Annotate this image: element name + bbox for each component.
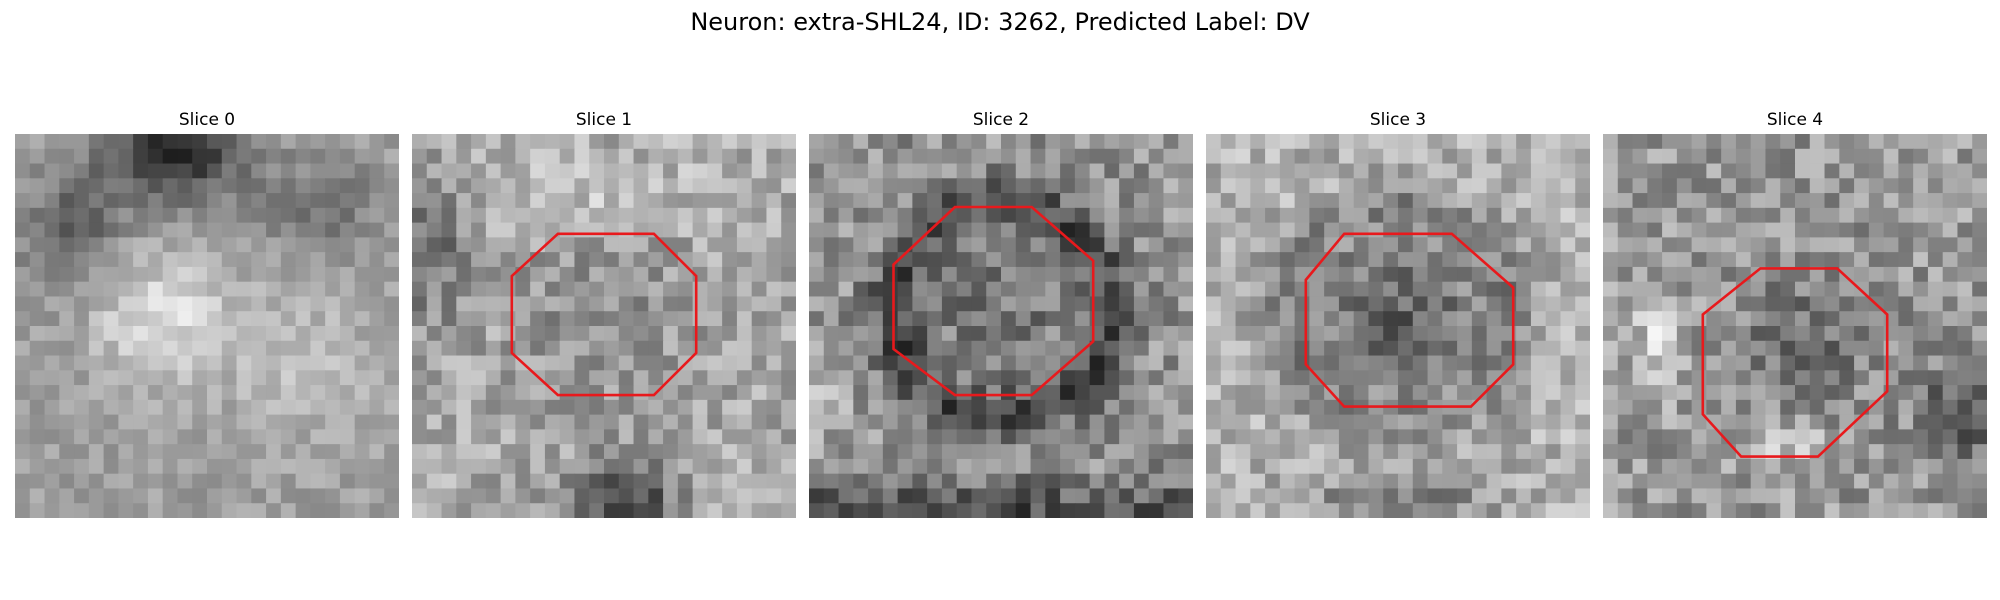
slice-image [809,134,1193,518]
pixel-grid [1603,134,1987,518]
slice-image [412,134,796,518]
pixel-grid [412,134,796,518]
pixel-grid [1206,134,1590,518]
slice-title: Slice 3 [1369,110,1427,130]
roi-outline [510,232,698,397]
slice-image [1603,134,1987,518]
slice-image [1206,134,1590,518]
roi-outline [1304,232,1515,408]
pixel-grid [15,134,399,518]
roi-outline [892,205,1095,397]
slice-title: Slice 2 [972,110,1030,130]
slice-title: Slice 1 [575,110,633,130]
pixel-grid [809,134,1193,518]
slice-image [15,134,399,518]
figure-title: Neuron: extra-SHL24, ID: 3262, Predicted… [690,8,1310,36]
slice-title: Slice 4 [1766,110,1824,130]
roi-outline [1701,267,1889,458]
slice-title: Slice 0 [178,110,236,130]
